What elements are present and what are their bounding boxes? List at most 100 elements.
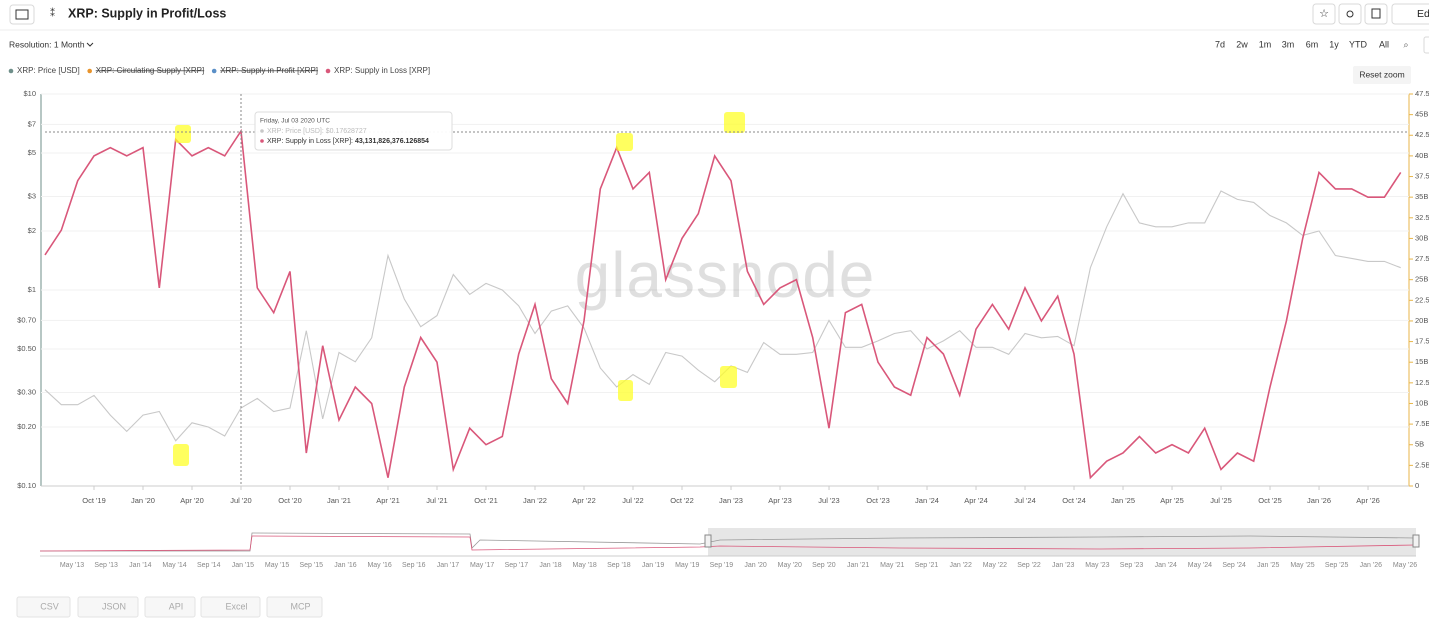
y2-tick-label: 40B [1415, 151, 1428, 160]
y2-tick-label: 15B [1415, 357, 1428, 366]
x-tick-label: Jul '25 [1210, 496, 1231, 505]
export-button[interactable] [77, 596, 139, 618]
drag-icon: ⁑ [50, 7, 55, 20]
highlight [724, 112, 745, 133]
chevron [86, 42, 94, 47]
y-tick-label: $10 [23, 89, 36, 98]
y-tick-label: $1 [28, 285, 36, 294]
navigator-labels: May '13 Sep '13 Jan '14 May '14 Sep '14 Jan '… [60, 562, 1417, 569]
tooltip-value: $0.17628727 [326, 128, 367, 135]
y2-tick-label: 2.5B [1415, 460, 1429, 469]
navigator-label: Jan '14 [129, 562, 151, 569]
y-tick-label: $0.10 [17, 481, 36, 490]
navigator-label: Jan '16 [334, 562, 356, 569]
legend-dot[interactable] [325, 68, 331, 74]
navigator-label: Jan '18 [539, 562, 561, 569]
highlights [173, 112, 745, 466]
x-tick-label: Jan '26 [1307, 496, 1331, 505]
y2-tick-label: 10B [1415, 398, 1428, 407]
y2-tick-label: 25B [1415, 275, 1428, 284]
x-tick-label: Jul '20 [230, 496, 251, 505]
export-button[interactable] [266, 596, 323, 618]
copy-button[interactable] [1364, 3, 1388, 25]
zoom-button[interactable] [1398, 37, 1414, 53]
y2-tick-label: 37.5B [1415, 172, 1429, 181]
legend-dot[interactable] [8, 68, 14, 74]
menu-button[interactable] [1423, 36, 1429, 54]
range-button[interactable]: All [1379, 39, 1389, 49]
legend-label[interactable]: XRP: Supply in Profit [XRP] [220, 66, 318, 75]
navigator-label: Sep '22 [1017, 562, 1041, 569]
y-tick-label: $5 [28, 148, 36, 157]
y-tick-label: $0.70 [17, 315, 36, 324]
navigator-handle[interactable] [704, 534, 712, 548]
legend-label[interactable]: XRP: Supply in Loss [XRP] [334, 66, 430, 75]
star-button[interactable] [1312, 3, 1336, 25]
x-tick-label: Jul '24 [1014, 496, 1035, 505]
series-line [44, 190, 1401, 442]
navigator-label: May '14 [162, 562, 186, 569]
x-tick-label: Oct '21 [474, 496, 498, 505]
export-label: JSON [102, 601, 126, 611]
series-line [44, 128, 1402, 480]
tooltip [254, 111, 453, 151]
x-tick-label: Jul '21 [426, 496, 447, 505]
navigator-label: Jan '22 [949, 562, 971, 569]
share-button[interactable] [1338, 3, 1362, 25]
export-button[interactable] [144, 596, 196, 618]
navigator-label: Sep '17 [505, 562, 529, 569]
highlight [616, 133, 633, 151]
sidebar-toggle[interactable] [9, 4, 35, 25]
navigator-label: Sep '21 [915, 562, 939, 569]
legend-label[interactable]: XRP: Price [USD] [17, 66, 80, 75]
navigator-label: May '18 [573, 562, 597, 569]
range-button[interactable]: YTD [1349, 39, 1368, 49]
navigator-label: May '13 [60, 562, 84, 569]
navigator-window[interactable] [708, 528, 1416, 556]
x-tick-label: Apr '21 [376, 496, 400, 505]
export-button[interactable] [200, 596, 261, 618]
export-button[interactable] [16, 596, 71, 618]
y2-tick-label: 32.5B [1415, 213, 1429, 222]
range-buttons: 7d 2w 1m 3m 6m 1y YTD All [1215, 39, 1389, 49]
highlight [720, 366, 737, 388]
navigator-label: Jan '21 [847, 562, 869, 569]
x-tick-label: Jan '22 [523, 496, 547, 505]
legend-label[interactable]: XRP: Circulating Supply [XRP] [96, 66, 205, 75]
x-tick-label: Apr '20 [180, 496, 204, 505]
navigator-label: Jan '23 [1052, 562, 1074, 569]
navigator-label: May '15 [265, 562, 289, 569]
navigator-label: Jan '25 [1257, 562, 1279, 569]
highlight [173, 444, 189, 466]
tooltip-label: XRP: Supply in Loss [XRP]: [267, 138, 355, 145]
edit-button[interactable] [1391, 3, 1429, 25]
reset-zoom-button[interactable] [1353, 66, 1411, 84]
legend-dot[interactable] [87, 68, 92, 74]
range-button[interactable]: 7d [1215, 39, 1225, 49]
range-button[interactable]: 6m [1306, 39, 1319, 49]
x-tick-label: Oct '20 [278, 496, 302, 505]
navigator-label: Sep '25 [1325, 562, 1349, 569]
y-tick-label: $2 [28, 226, 36, 235]
range-button[interactable]: 1m [1259, 39, 1272, 49]
range-button[interactable]: 1y [1329, 39, 1339, 49]
y2-tick-label: 35B [1415, 192, 1428, 201]
legend: XRP: Price [USD] XRP: Circulating Supply … [8, 66, 430, 75]
legend-dot[interactable] [211, 68, 217, 74]
resolution-select[interactable]: Resolution: 1 Month [9, 39, 85, 49]
y2-tick-label: 20B [1415, 316, 1428, 325]
navigator-label: Sep '19 [710, 562, 734, 569]
navigator-label: Sep '23 [1120, 562, 1144, 569]
navigator-label: Sep '15 [299, 562, 323, 569]
navigator-handle[interactable] [1412, 534, 1420, 548]
y2-tick-label: 27.5B [1415, 254, 1429, 263]
highlight [175, 125, 191, 143]
range-button[interactable]: 3m [1282, 39, 1295, 49]
navigator-label: May '21 [880, 562, 904, 569]
navigator-label: Jan '17 [437, 562, 459, 569]
x-tick-label: Apr '23 [768, 496, 792, 505]
y-tick-label: $3 [28, 191, 36, 200]
x-tick-label: Oct '24 [1062, 496, 1086, 505]
range-button[interactable]: 2w [1236, 39, 1248, 49]
